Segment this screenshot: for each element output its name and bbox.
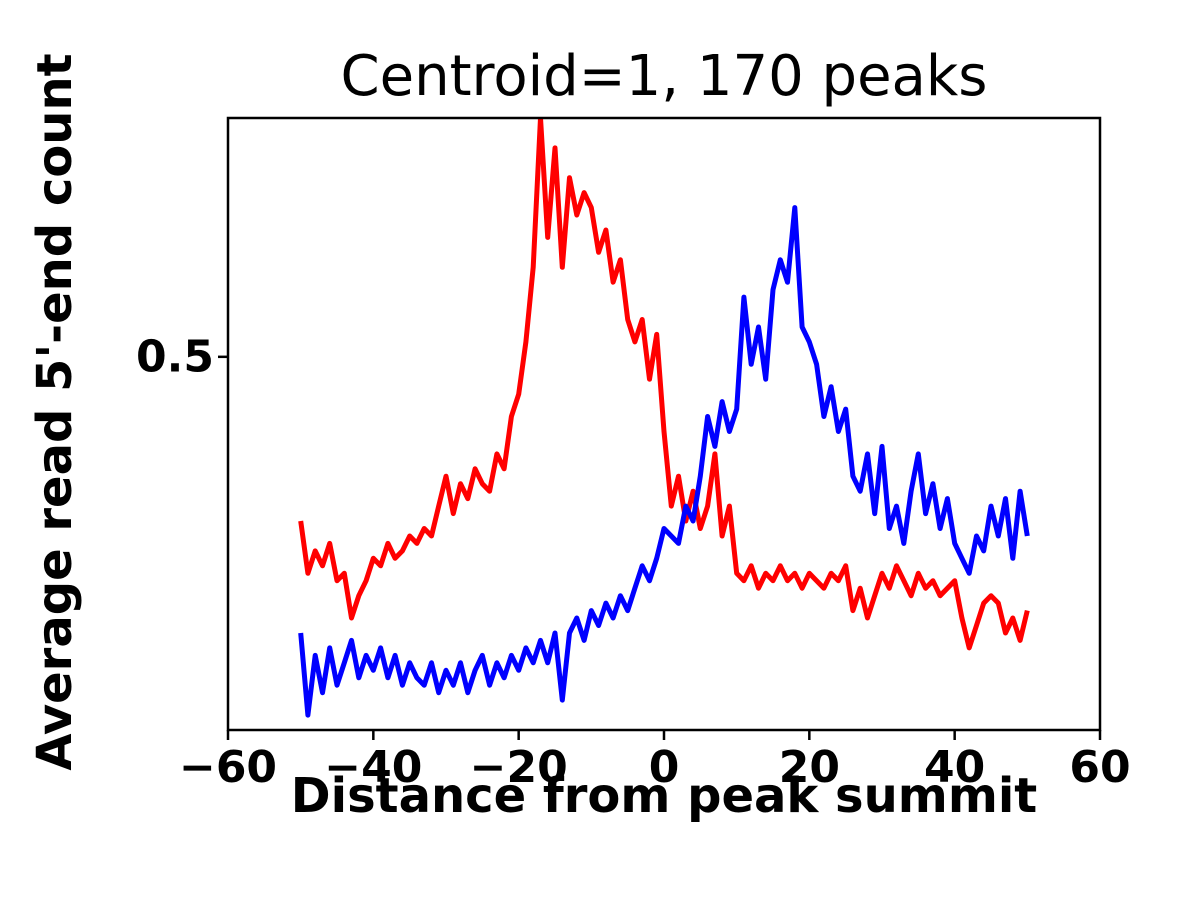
series-lines [298, 118, 1030, 718]
x-tick-label: −40 [324, 742, 423, 793]
x-tick-label: 40 [924, 742, 986, 793]
x-tick-label: −20 [469, 742, 568, 793]
y-tick-label: 0.5 [136, 331, 214, 383]
red-line [298, 118, 1030, 651]
x-tick-label: 60 [1069, 742, 1131, 793]
y-axis-label: Average read 5'-end count [27, 53, 83, 771]
x-axis-label: Distance from peak summit [290, 768, 1038, 824]
tick-marks [218, 355, 1102, 740]
x-tick-label: 0 [648, 742, 680, 793]
chart-title: Centroid=1, 170 peaks [340, 44, 988, 109]
x-tick-label: −60 [178, 742, 278, 793]
x-tick-label: 20 [778, 742, 840, 793]
blue-line [298, 205, 1030, 718]
